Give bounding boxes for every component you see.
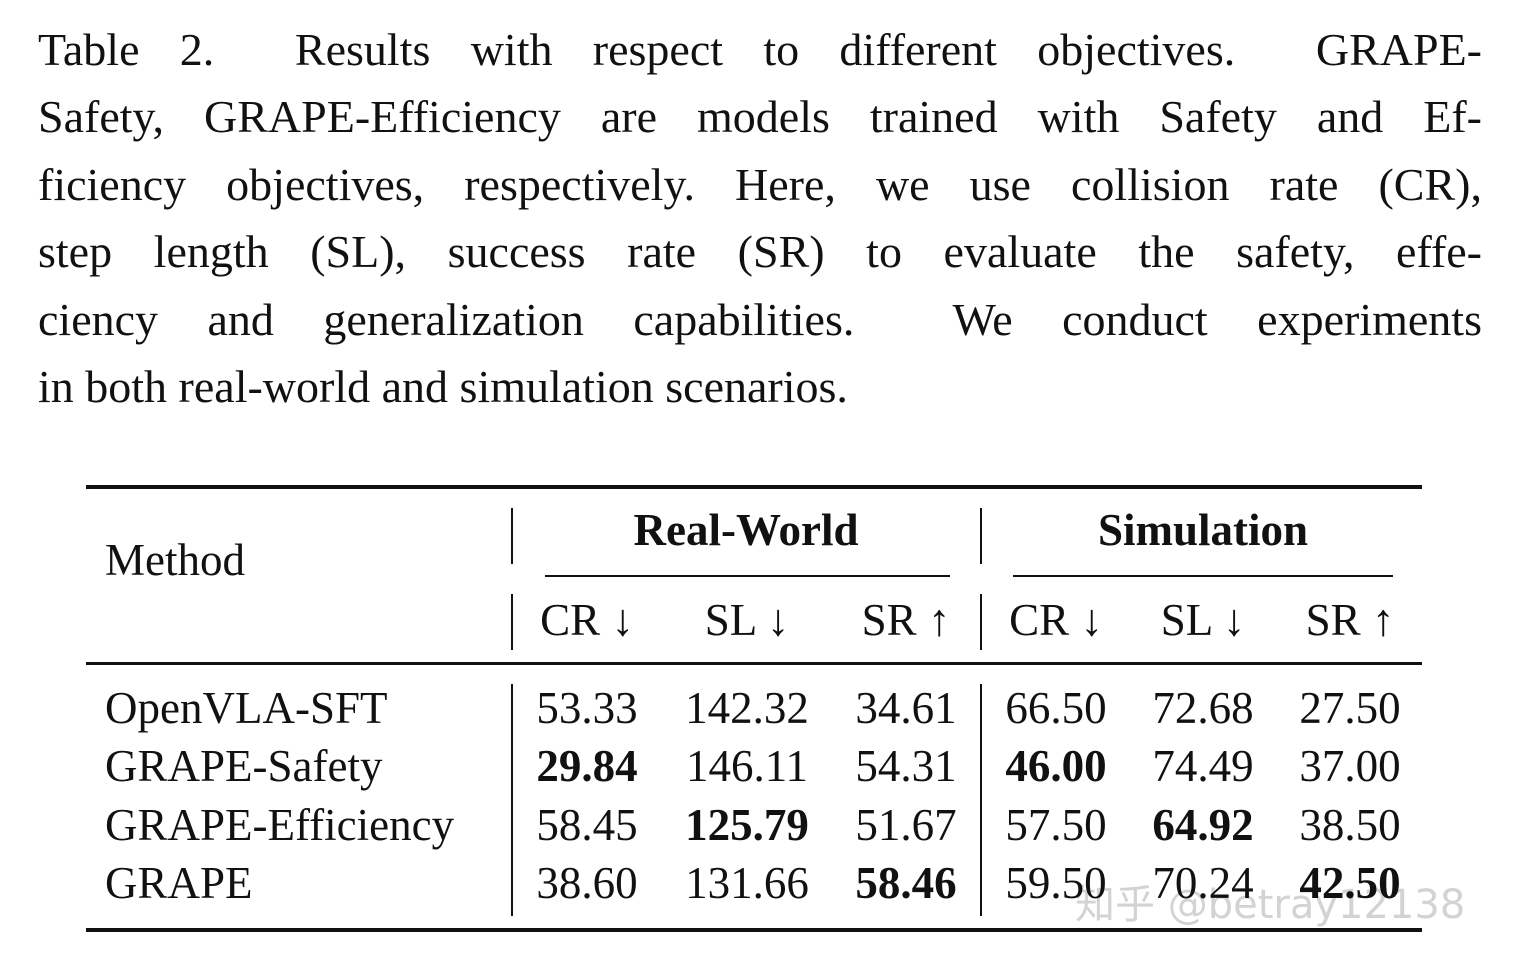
cell: 38.60 [536, 858, 638, 908]
group-rule [545, 575, 950, 577]
caption-line: ficiency objectives, respectively. Here,… [38, 158, 1482, 210]
cell: 142.32 [685, 683, 809, 733]
divider [511, 684, 513, 916]
cell: 70.24 [1152, 858, 1254, 908]
caption-line: ciency and generalization capabilities. … [38, 293, 1482, 345]
cell: 51.67 [855, 800, 957, 850]
cell: 58.46 [855, 858, 957, 908]
top-rule [86, 485, 1422, 489]
cell: 53.33 [536, 683, 638, 733]
cell: 46.00 [1005, 741, 1107, 791]
divider [511, 594, 513, 650]
cell: 27.50 [1299, 683, 1401, 733]
cell: 54.31 [855, 741, 957, 791]
bottom-rule [86, 928, 1422, 932]
method-name: OpenVLA-SFT [105, 683, 388, 733]
divider [980, 684, 982, 916]
column-header: CR ↓ [1009, 595, 1103, 645]
cell: 58.45 [536, 800, 638, 850]
cell: 59.50 [1005, 858, 1107, 908]
cell: 38.50 [1299, 800, 1401, 850]
group-rule [1013, 575, 1393, 577]
method-name: GRAPE-Efficiency [105, 800, 455, 850]
column-header: SR ↑ [861, 595, 951, 645]
column-header: SR ↑ [1305, 595, 1395, 645]
divider [511, 508, 513, 564]
watermark: 知乎 @betray12138 [1075, 882, 1466, 928]
caption-line: Table 2. Results with respect to differe… [38, 24, 1482, 75]
cell: 64.92 [1152, 800, 1254, 850]
cell: 29.84 [536, 741, 638, 791]
column-header: SL ↓ [1160, 595, 1246, 645]
column-header: Method [105, 535, 245, 585]
group-header: Real-World [633, 505, 859, 555]
method-name: GRAPE [105, 858, 253, 908]
cell: 37.00 [1299, 741, 1401, 791]
divider [980, 508, 982, 564]
cell: 57.50 [1005, 800, 1107, 850]
divider [980, 594, 982, 650]
caption-line: step length (SL), success rate (SR) to e… [38, 226, 1482, 278]
column-header: CR ↓ [540, 595, 634, 645]
caption-line: in both real-world and simulation scenar… [38, 361, 848, 412]
cell: 146.11 [685, 741, 809, 791]
cell: 74.49 [1152, 741, 1254, 791]
cell: 131.66 [685, 858, 809, 908]
column-header: SL ↓ [704, 595, 790, 645]
cell: 72.68 [1152, 683, 1254, 733]
group-header: Simulation [1097, 505, 1309, 555]
cell: 34.61 [855, 683, 957, 733]
caption-line: Safety, GRAPE-Efficiency are models trai… [38, 91, 1482, 143]
cell: 125.79 [685, 800, 809, 850]
method-name: GRAPE-Safety [105, 741, 383, 791]
mid-rule [86, 662, 1422, 665]
cell: 42.50 [1299, 858, 1401, 908]
cell: 66.50 [1005, 683, 1107, 733]
